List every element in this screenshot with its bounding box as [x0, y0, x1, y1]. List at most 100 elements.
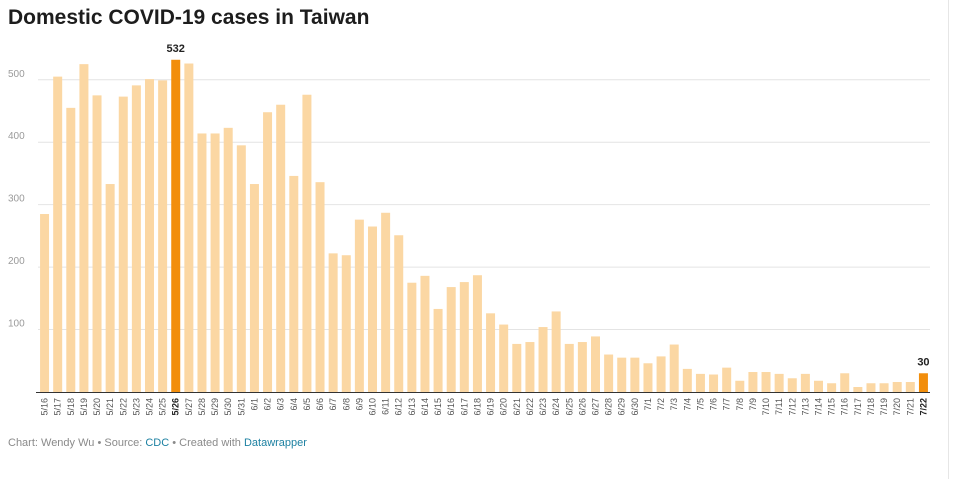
y-tick-label: 400 — [8, 131, 25, 142]
x-tick-label: 6/25 — [564, 398, 574, 416]
x-tick-label: 6/5 — [302, 398, 312, 411]
bar — [486, 313, 496, 392]
bar — [446, 287, 456, 392]
bar — [66, 107, 76, 392]
bar — [591, 336, 600, 392]
bar — [131, 85, 141, 393]
bar — [315, 182, 325, 392]
bar — [302, 94, 312, 392]
x-tick-label: 7/13 — [800, 398, 810, 416]
x-tick-label: 7/7 — [722, 398, 732, 411]
x-tick-label: 6/26 — [577, 398, 587, 416]
x-tick-label: 5/19 — [79, 398, 89, 416]
bar — [223, 127, 233, 393]
x-tick-label: 7/15 — [827, 398, 837, 416]
bar — [905, 382, 915, 392]
bar — [289, 175, 299, 392]
data-label: 30 — [917, 356, 929, 368]
x-tick-label: 6/17 — [459, 398, 469, 416]
bar — [564, 343, 574, 392]
x-tick-label: 6/15 — [433, 398, 443, 416]
bar — [381, 212, 391, 392]
bar — [866, 383, 876, 392]
datawrapper-link[interactable]: Datawrapper — [243, 437, 307, 449]
bar — [420, 275, 430, 392]
x-tick-label: 6/19 — [486, 398, 496, 416]
x-tick-label: 6/16 — [446, 398, 456, 416]
bar — [722, 367, 732, 392]
x-tick-label: 6/29 — [617, 398, 627, 416]
bar — [118, 96, 128, 392]
footer-credit: Chart: Wendy Wu • Source: — [8, 437, 146, 449]
bar — [617, 357, 627, 392]
x-tick-label: 5/31 — [236, 398, 246, 416]
bar — [840, 373, 850, 392]
bar — [433, 308, 443, 392]
x-tick-label: 6/9 — [354, 398, 364, 411]
x-tick-label: 5/21 — [105, 398, 115, 416]
y-tick-label: 500 — [8, 69, 25, 80]
bar — [92, 95, 102, 393]
x-tick-label: 5/29 — [210, 398, 220, 416]
x-tick-label: 6/18 — [472, 398, 482, 416]
x-tick-label: 5/28 — [197, 398, 207, 416]
bar — [774, 373, 784, 392]
x-tick-label: 7/14 — [814, 398, 824, 416]
bar — [145, 79, 154, 393]
data-label: 532 — [167, 43, 185, 55]
bar — [577, 342, 587, 392]
footer-middle: • Created with — [169, 437, 244, 449]
x-tick-label: 6/8 — [341, 398, 351, 411]
x-tick-label: 6/6 — [315, 398, 325, 411]
x-tick-label: 7/4 — [682, 398, 692, 411]
bar — [394, 235, 404, 392]
x-tick-label: 6/28 — [604, 398, 614, 416]
bar — [538, 327, 548, 392]
x-tick-label: 7/10 — [761, 398, 771, 416]
source-link[interactable]: CDC — [145, 437, 170, 449]
bar — [656, 356, 666, 392]
x-tick-label: 5/16 — [40, 398, 50, 416]
x-tick-label: 7/8 — [735, 398, 745, 411]
x-tick-label: 7/16 — [840, 398, 850, 416]
bar — [879, 383, 889, 392]
bar — [695, 373, 705, 392]
x-tick-label: 5/23 — [131, 398, 141, 416]
bar — [827, 383, 837, 392]
page-edge-divider — [948, 0, 949, 479]
x-tick-label: 6/4 — [289, 398, 299, 411]
bar — [158, 80, 168, 392]
x-tick-label: 7/18 — [866, 398, 876, 416]
bar — [814, 380, 823, 392]
bar — [918, 373, 928, 392]
bar — [669, 344, 679, 392]
bar — [472, 275, 482, 392]
bar — [407, 282, 417, 392]
x-tick-label: 7/22 — [918, 398, 928, 416]
x-tick-label: 5/18 — [66, 398, 76, 416]
bar — [105, 184, 115, 392]
x-tick-label: 7/6 — [709, 398, 719, 411]
x-tick-label: 7/17 — [853, 398, 863, 416]
x-tick-label: 5/27 — [184, 398, 194, 416]
bar — [512, 343, 522, 392]
bar — [787, 378, 797, 392]
bar — [525, 342, 535, 392]
bar — [604, 354, 614, 392]
x-tick-label: 6/22 — [525, 398, 535, 416]
x-tick-label: 7/3 — [669, 398, 679, 411]
bar — [197, 133, 207, 392]
x-tick-label: 5/22 — [118, 398, 128, 416]
x-tick-label: 6/21 — [512, 398, 522, 416]
bar — [748, 372, 758, 392]
bar — [735, 380, 745, 392]
y-tick-label: 200 — [8, 256, 25, 267]
x-tick-label: 6/23 — [538, 398, 548, 416]
x-tick-label: 6/13 — [407, 398, 417, 416]
x-tick-label: 5/17 — [53, 398, 63, 416]
x-tick-label: 6/11 — [381, 398, 391, 415]
chart-footer: Chart: Wendy Wu • Source: CDC • Created … — [8, 437, 307, 449]
bar — [341, 255, 351, 392]
